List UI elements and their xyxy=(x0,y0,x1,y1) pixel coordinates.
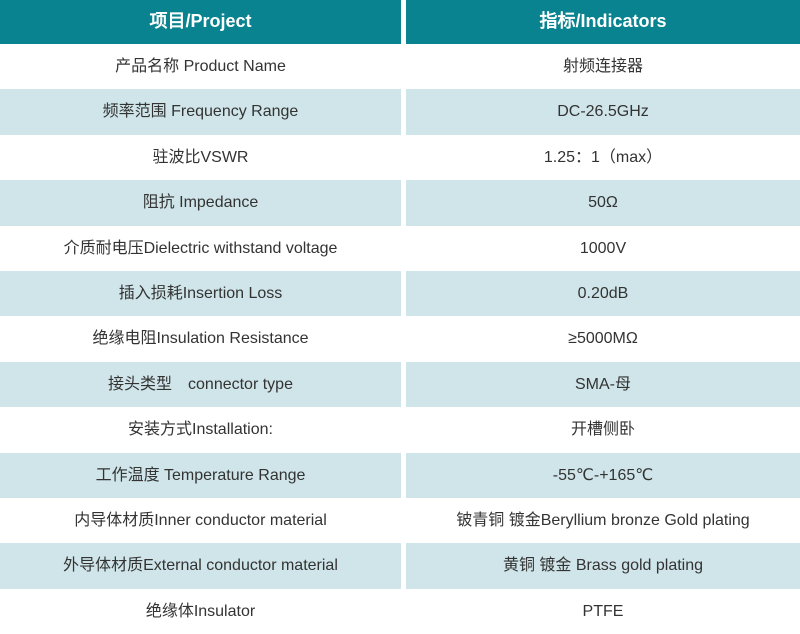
table-row: 绝缘体Insulator PTFE xyxy=(0,588,800,634)
table-row: 安装方式Installation: 开槽侧卧 xyxy=(0,407,800,453)
indicator-cell: 1000V xyxy=(406,225,800,271)
project-cell: 插入损耗Insertion Loss xyxy=(0,270,401,317)
indicator-cell: DC-26.5GHz xyxy=(406,89,800,135)
indicator-cell: 开槽侧卧 xyxy=(406,407,800,453)
indicator-cell: 0.20dB xyxy=(406,270,800,317)
project-cell: 绝缘电阻Insulation Resistance xyxy=(0,316,401,362)
indicator-cell: 射频连接器 xyxy=(406,44,800,90)
table-row: 插入损耗Insertion Loss 0.20dB xyxy=(0,270,800,317)
project-cell: 阻抗 Impedance xyxy=(0,180,401,226)
table-row: 阻抗 Impedance 50Ω xyxy=(0,180,800,226)
indicator-cell: 1.25：1（max） xyxy=(406,134,800,181)
project-cell: 频率范围 Frequency Range xyxy=(0,89,401,135)
project-cell: 接头类型 connector type xyxy=(0,361,401,408)
indicator-cell: 50Ω xyxy=(406,180,800,226)
indicator-cell: -55℃-+165℃ xyxy=(406,452,800,498)
project-cell: 工作温度 Temperature Range xyxy=(0,452,401,498)
indicator-cell: 铍青铜 镀金Beryllium bronze Gold plating xyxy=(406,497,800,544)
project-cell: 安装方式Installation: xyxy=(0,407,401,453)
table-row: 驻波比VSWR 1.25：1（max） xyxy=(0,134,800,181)
header-cell-indicators: 指标/Indicators xyxy=(406,0,800,44)
indicator-cell: ≥5000MΩ xyxy=(406,316,800,362)
table-row: 介质耐电压Dielectric withstand voltage 1000V xyxy=(0,225,800,271)
project-cell: 介质耐电压Dielectric withstand voltage xyxy=(0,225,401,271)
project-cell: 驻波比VSWR xyxy=(0,134,401,181)
project-cell: 外导体材质External conductor material xyxy=(0,543,401,589)
table-row: 绝缘电阻Insulation Resistance ≥5000MΩ xyxy=(0,316,800,362)
table-row: 频率范围 Frequency Range DC-26.5GHz xyxy=(0,89,800,135)
table-row: 工作温度 Temperature Range -55℃-+165℃ xyxy=(0,452,800,498)
indicator-cell: PTFE xyxy=(406,588,800,634)
table-row: 产品名称 Product Name 射频连接器 xyxy=(0,44,800,90)
table-row: 内导体材质Inner conductor material 铍青铜 镀金Bery… xyxy=(0,497,800,544)
table-row: 外导体材质External conductor material 黄铜 镀金 B… xyxy=(0,543,800,589)
indicator-cell: 黄铜 镀金 Brass gold plating xyxy=(406,543,800,589)
table-row: 接头类型 connector type SMA-母 xyxy=(0,361,800,408)
header-cell-project: 项目/Project xyxy=(0,0,401,44)
table-header-row: 项目/Project 指标/Indicators xyxy=(0,0,800,44)
indicator-cell: SMA-母 xyxy=(406,361,800,408)
project-cell: 产品名称 Product Name xyxy=(0,44,401,90)
project-cell: 内导体材质Inner conductor material xyxy=(0,497,401,544)
project-cell: 绝缘体Insulator xyxy=(0,588,401,634)
